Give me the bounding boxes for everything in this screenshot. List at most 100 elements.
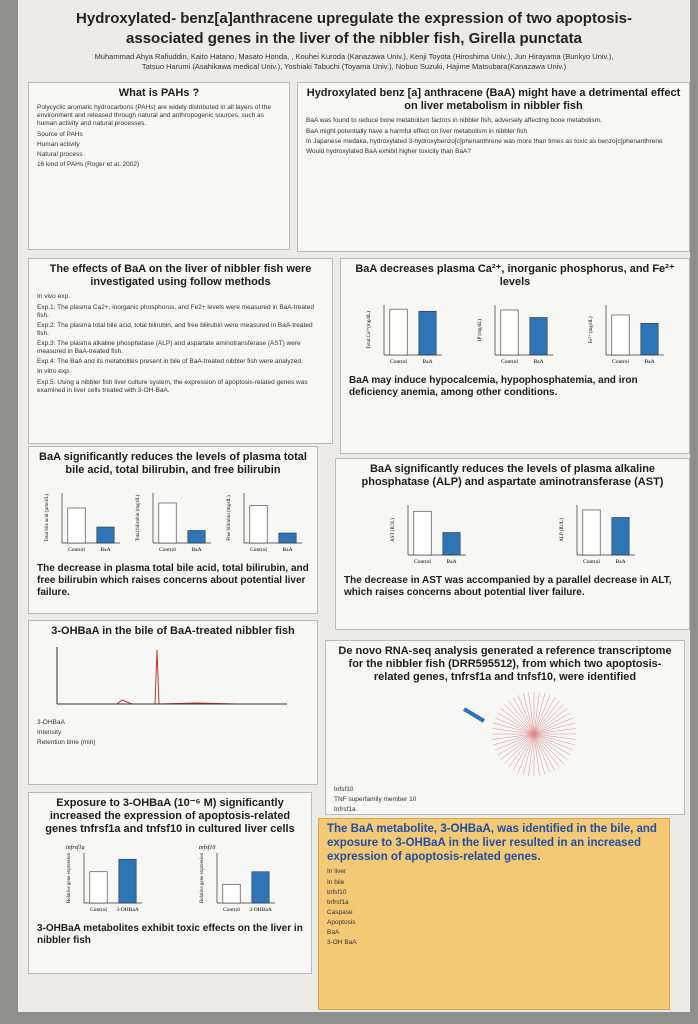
edge — [517, 694, 535, 734]
edge — [493, 722, 535, 734]
x-tick-label: Control — [250, 547, 267, 553]
mini-chart: Total bilirubin (mg/dL) Control BaA — [136, 493, 211, 553]
y-axis-label: IP (mg/dL) — [478, 319, 483, 342]
panel-text: Natural process — [37, 150, 83, 158]
edge — [533, 733, 560, 768]
x-tick-label: BaA — [447, 559, 457, 565]
edge — [528, 733, 535, 776]
x-tick-label: Control — [501, 359, 518, 365]
panel-text: Caspase — [327, 908, 353, 916]
x-tick-label: Control — [223, 907, 240, 913]
bar — [413, 511, 432, 556]
edge — [500, 707, 535, 734]
mini-chart: Free bilirubin (mg/dL) Control BaA — [227, 493, 302, 553]
panel-text: Exp.2: The plasma total bile acid, total… — [37, 321, 313, 337]
x-tick-label: Control — [68, 547, 85, 553]
edge — [533, 727, 576, 734]
mini-chart: IP (mg/dL) Control BaA — [478, 305, 553, 365]
edge — [517, 733, 535, 773]
x-tick-label: Control — [159, 547, 176, 553]
panel-heading: What is PAHs ? — [118, 87, 200, 99]
chart-title: tnfrsf1a — [66, 844, 85, 851]
x-tick-label: BaA — [101, 547, 111, 553]
panel-heading: Hydroxylated benz [a] anthracene (BaA) m… — [306, 87, 681, 113]
edge — [492, 727, 535, 734]
conclusion: The decrease in plasma total bile acid, … — [37, 563, 309, 599]
panel-text: tnfrsf1a — [327, 898, 349, 906]
edge — [533, 712, 571, 734]
panel: The effects of BaA on the liver of nibbl… — [28, 258, 333, 444]
edge — [533, 733, 575, 745]
y-axis-label: ALP (IU/L) — [560, 518, 565, 542]
panel-text: BaA was found to reduce bone metabolism … — [306, 117, 602, 125]
panel-heading: The BaA metabolite, 3-OHBaA, was identif… — [327, 823, 657, 863]
edge — [493, 733, 535, 745]
mini-chart: Total Ca²⁺(mg/dL) Control BaA — [366, 305, 443, 365]
panel: BaA decreases plasma Ca²⁺, inorganic pho… — [340, 258, 690, 454]
chart-row: tnfrsf1a Relative gene expression Control 3… — [37, 841, 303, 919]
edge — [533, 694, 551, 734]
edge — [508, 700, 535, 734]
edge — [497, 733, 535, 755]
panel: De novo RNA-seq analysis generated a ref… — [325, 640, 685, 815]
edge — [533, 707, 568, 734]
bar — [250, 871, 269, 903]
x-tick-label: BaA — [282, 547, 292, 553]
conclusion: The decrease in AST was accompanied by a… — [344, 575, 672, 599]
poster-title: associated genes in the liver of the nib… — [126, 30, 582, 47]
panel-heading: BaA significantly reduces the levels of … — [39, 451, 307, 477]
panel: 3-OHBaA in the bile of BaA-treated nibbl… — [28, 620, 318, 785]
panel-text: Exp.5: Using a nibbler fish liver cultur… — [37, 378, 308, 394]
panel: The BaA metabolite, 3-OHBaA, was identif… — [318, 818, 670, 1010]
panel-heading: BaA decreases plasma Ca²⁺, inorganic pho… — [355, 263, 675, 289]
panel-heading: 3-OHBaA in the bile of BaA-treated nibbl… — [51, 625, 295, 637]
bar — [442, 532, 461, 556]
chart-row: Total Ca²⁺(mg/dL) Control BaA IP (mg/dL) Con… — [349, 293, 681, 371]
edge — [522, 692, 535, 734]
edge — [533, 691, 540, 734]
authors: Tatsuo Harumi (Asahikawa medical Univ.),… — [141, 62, 567, 71]
panel-text: In vivo exp. — [37, 293, 70, 301]
panel-text: 3-OH BaA — [327, 939, 357, 947]
edge — [512, 697, 535, 734]
mini-chart: Total bile acid (µmol/L) Control BaA — [45, 493, 121, 553]
x-tick-label: BaA — [191, 547, 201, 553]
panel-heading: BaA significantly reduces the levels of … — [361, 463, 664, 489]
panel: What is PAHs ? Polycyclic aromatic hydroc… — [28, 82, 290, 250]
mini-chart: AST (IU/L) Control BaA — [391, 505, 467, 565]
x-tick-label: 3-OHBaA — [249, 907, 272, 913]
panel: Hydroxylated benz [a] anthracene (BaA) m… — [297, 82, 690, 252]
panel-text: In Japanese medaka, hydroxylated 3-hydro… — [306, 137, 663, 145]
panel-text: Source of PAHs — [37, 130, 83, 138]
panel-text: Retention time (min) — [37, 739, 96, 747]
bar — [389, 309, 408, 356]
x-tick-label: BaA — [644, 359, 654, 365]
bar — [582, 510, 601, 556]
panel-text: Exp.3: The plasma alkaline phosphatase (… — [37, 340, 301, 356]
panel: Exposure to 3-OHBaA (10⁻⁶ M) significant… — [28, 792, 312, 974]
panel-text: In vitro exp. — [37, 368, 71, 376]
x-tick-label: BaA — [533, 359, 543, 365]
edge — [533, 722, 575, 734]
mini-chart: ALP (IU/L) Control BaA — [560, 505, 635, 565]
y-axis-label: Relative gene expression — [200, 852, 205, 902]
y-axis-label: Relative gene expression — [67, 852, 72, 902]
edge — [504, 733, 535, 764]
panel-text: Exp.4: The BaA and its metabolites prese… — [37, 358, 303, 366]
bar — [278, 533, 297, 544]
bar — [221, 883, 240, 903]
panel-text: In bile — [327, 878, 345, 886]
x-tick-label: Control — [583, 559, 600, 565]
y-axis-label: Fe²⁺ (mg/dL) — [588, 317, 594, 344]
x-tick-label: BaA — [615, 559, 625, 565]
panel-text: Polycyclic aromatic hydrocarbons (PAHs) … — [37, 104, 271, 128]
edge — [497, 712, 535, 734]
y-axis-label: Total Ca²⁺(mg/dL) — [366, 311, 372, 349]
mini-chart: Fe²⁺ (mg/dL) Control BaA — [588, 305, 664, 365]
panel-text: In liver — [327, 868, 347, 876]
edge — [533, 733, 546, 775]
bar — [187, 530, 206, 544]
panel-text: BaA might potentially have a harmful eff… — [306, 127, 527, 135]
